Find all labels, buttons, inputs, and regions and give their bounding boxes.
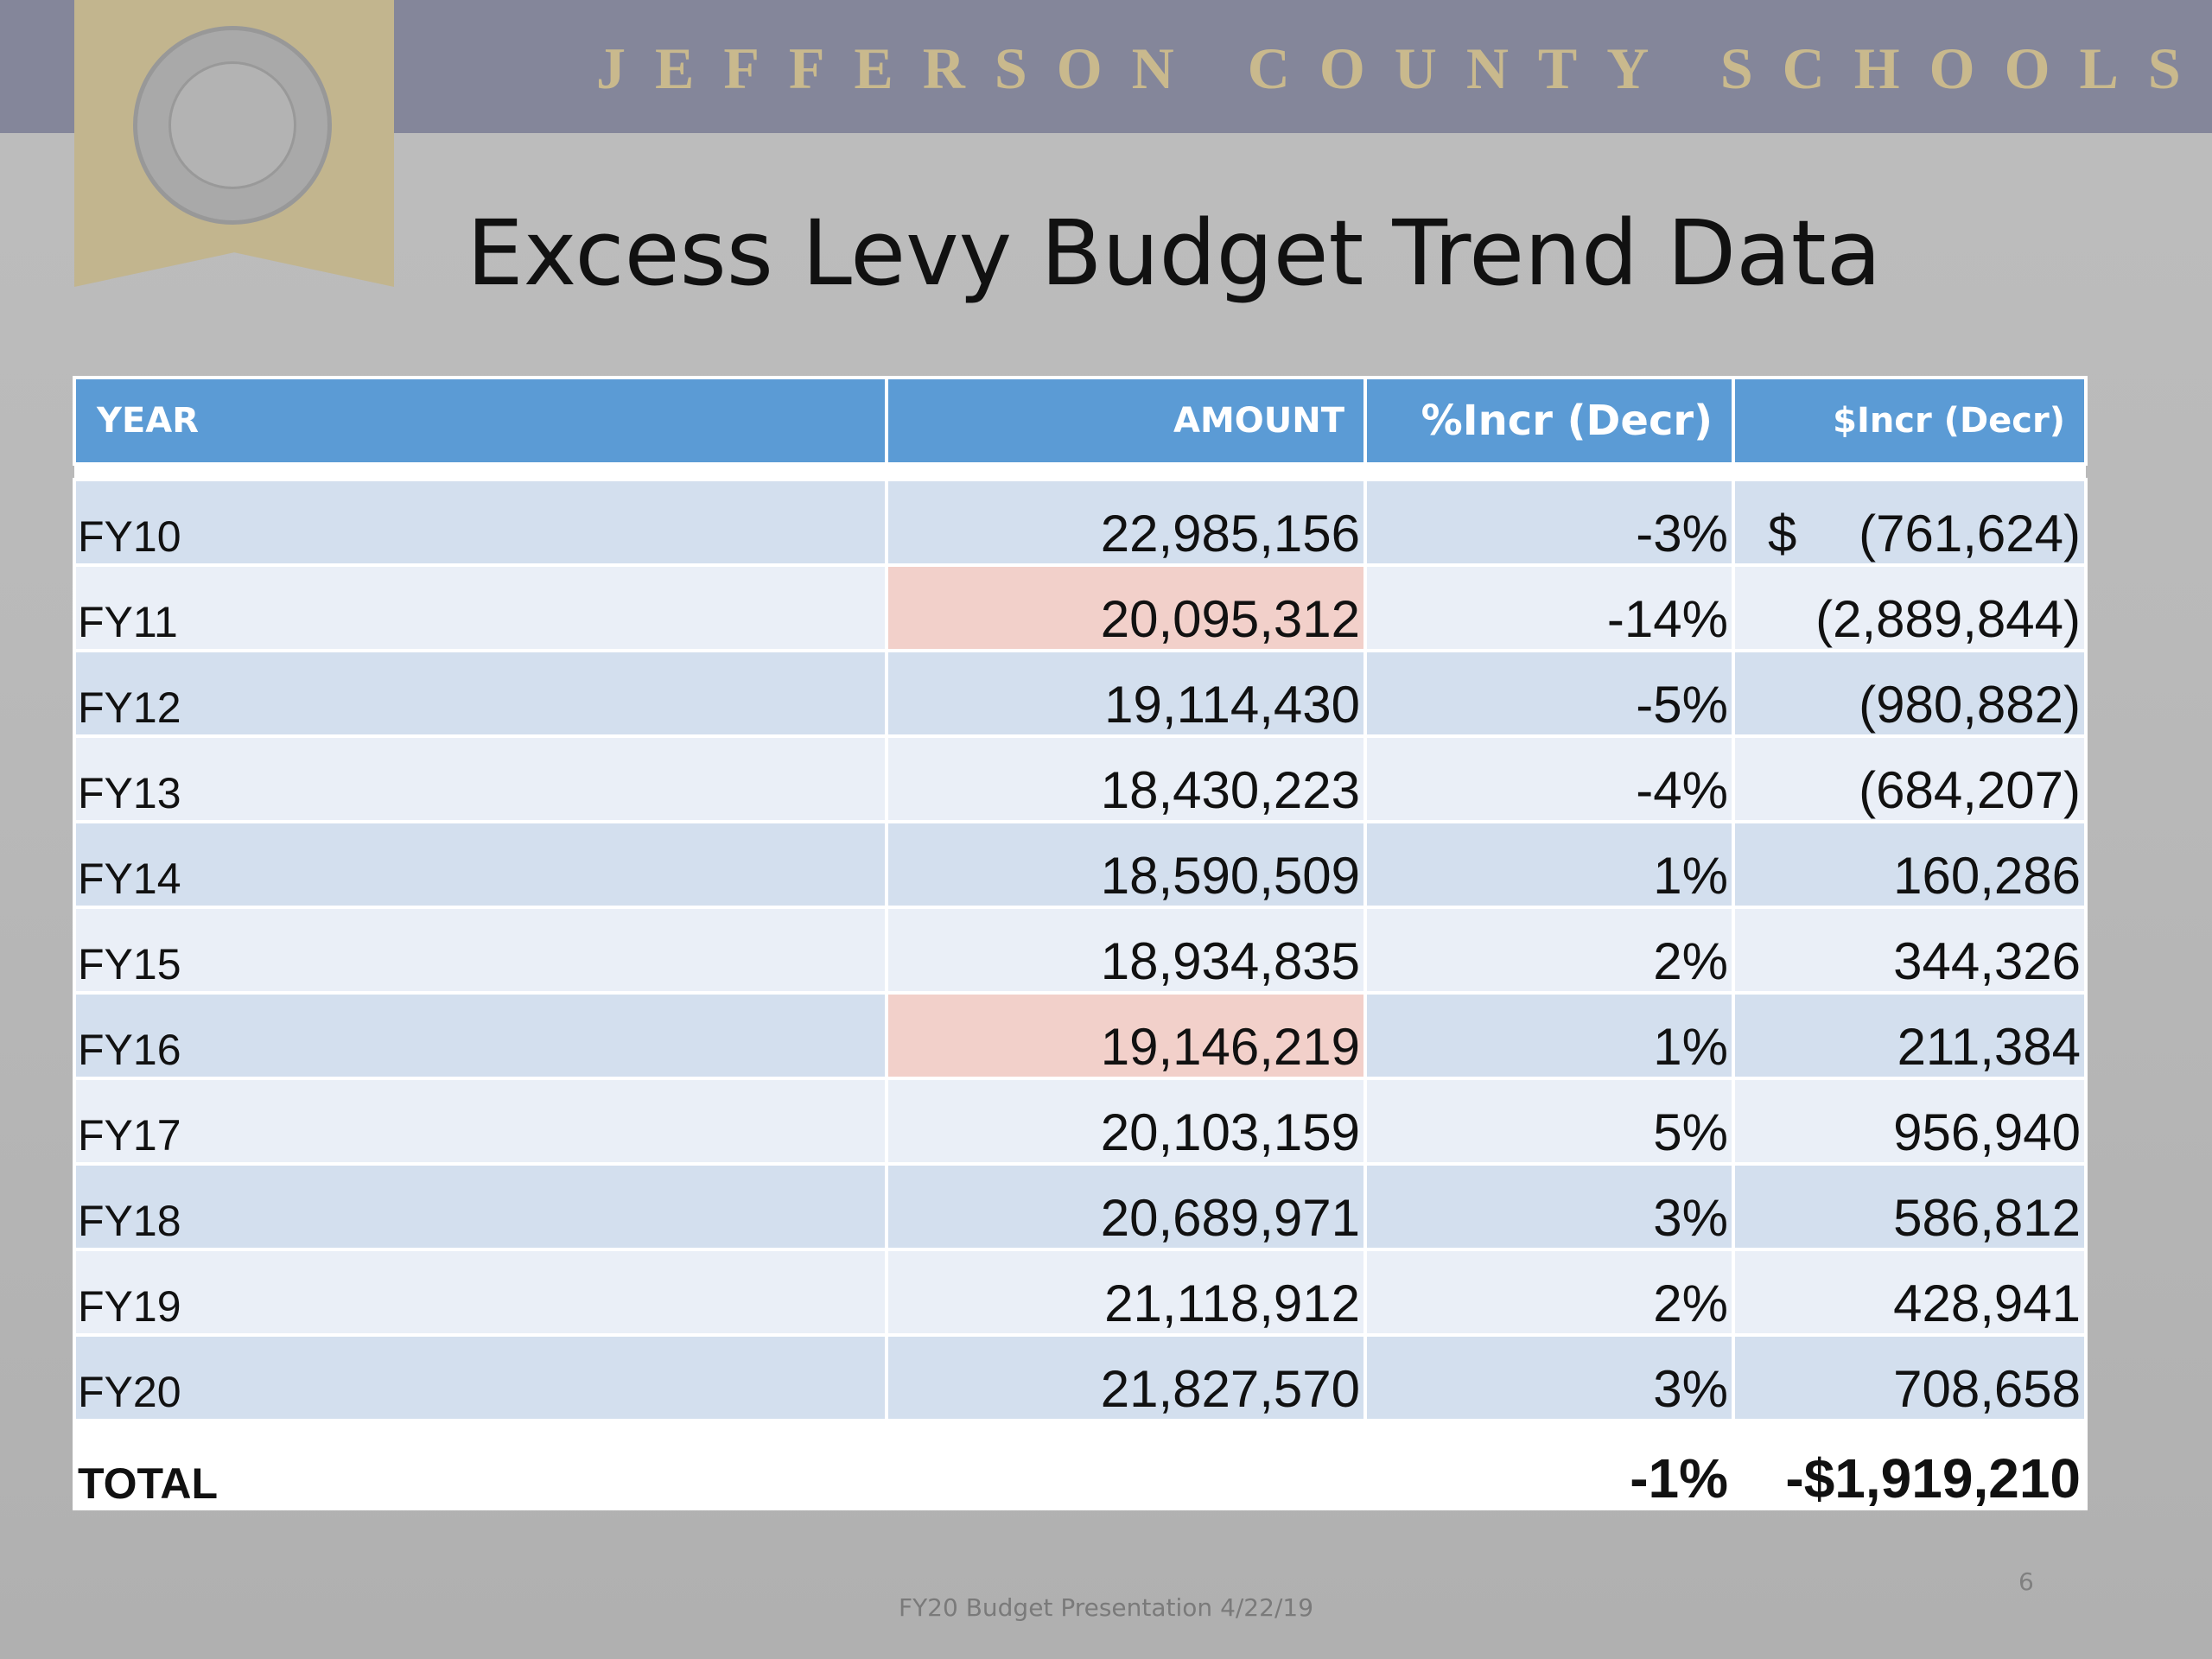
dollar-change-value: 344,326 [1893,932,2081,990]
table-row: FY12 19,114,430 -5% (980,882) [73,649,2088,736]
percent-change-cell: 3% [1363,1162,1735,1249]
table-row: FY19 21,118,912 2% 428,941 [73,1248,2088,1335]
year-cell: FY20 [73,1333,888,1421]
budget-table: YEAR AMOUNT %Incr (Decr) $Incr (Decr) FY… [73,376,2088,1510]
table-row: FY20 21,827,570 3% 708,658 [73,1333,2088,1421]
school-banner-text: JEFFERSON COUNTY SCHOOLS [596,35,2210,101]
table-row: FY13 18,430,223 -4% (684,207) [73,734,2088,822]
year-cell: FY10 [73,478,888,565]
dollar-change-value: 428,941 [1893,1274,2081,1332]
table-row: FY10 22,985,156 -3% $ (761,624) [73,478,2088,565]
percent-change-cell: 5% [1363,1077,1735,1164]
dollar-change-cell: 344,326 [1732,906,2088,993]
percent-change-cell: 2% [1363,1248,1735,1335]
percent-change-cell: 2% [1363,906,1735,993]
column-header-percent-change: %Incr (Decr) [1363,376,1735,466]
percent-change-cell: 1% [1363,991,1735,1078]
dollar-change-cell: (2,889,844) [1732,563,2088,651]
percent-change-cell: -4% [1363,734,1735,822]
table-row: FY15 18,934,835 2% 344,326 [73,906,2088,993]
dollar-change-value: 586,812 [1893,1189,2081,1247]
amount-cell: 18,934,835 [885,906,1367,993]
dollar-change-value: 708,658 [1893,1360,2081,1418]
dollar-change-value: 211,384 [1897,1018,2081,1076]
table-row: FY17 20,103,159 5% 956,940 [73,1077,2088,1164]
year-cell: FY17 [73,1077,888,1164]
table-row: FY11 20,095,312 -14% (2,889,844) [73,563,2088,651]
year-cell: FY19 [73,1248,888,1335]
amount-cell: 18,590,509 [885,820,1367,907]
amount-cell: 19,146,219 [885,991,1367,1078]
dollar-change-value: 160,286 [1893,847,2081,905]
total-percent-change: -1% [1363,1419,1735,1510]
dollar-change-cell: 708,658 [1732,1333,2088,1421]
total-amount-empty [885,1419,1367,1510]
dollar-change-cell: (684,207) [1732,734,2088,822]
amount-cell: 20,095,312 [885,563,1367,651]
spacer-cell [74,464,2086,480]
total-label: TOTAL [73,1419,888,1510]
table-header-row: YEAR AMOUNT %Incr (Decr) $Incr (Decr) [73,376,2088,466]
slide-title: Excess Levy Budget Trend Data [467,200,1882,306]
year-cell: FY16 [73,991,888,1078]
ribbon-banner [74,0,394,287]
percent-change-cell: 3% [1363,1333,1735,1421]
year-cell: FY12 [73,649,888,736]
dollar-change-cell: 211,384 [1732,991,2088,1078]
total-dollar-change: -$1,919,210 [1732,1419,2088,1510]
page-number: 6 [2018,1567,2034,1596]
dollar-change-cell: 428,941 [1732,1248,2088,1335]
dollar-change-value: (980,882) [1859,676,2081,734]
header-spacer-row [74,464,2086,480]
dollar-sign: $ [1768,505,1797,563]
amount-cell: 20,689,971 [885,1162,1367,1249]
amount-cell: 21,827,570 [885,1333,1367,1421]
year-cell: FY11 [73,563,888,651]
dollar-change-cell: $ (761,624) [1732,478,2088,565]
total-row: TOTAL -1% -$1,919,210 [73,1419,2088,1510]
dollar-change-cell: 586,812 [1732,1162,2088,1249]
seal-inner-ring [168,61,296,189]
dollar-change-value: 956,940 [1893,1103,2081,1161]
dollar-change-cell: 956,940 [1732,1077,2088,1164]
percent-change-cell: 1% [1363,820,1735,907]
column-header-year: YEAR [73,376,888,466]
year-cell: FY15 [73,906,888,993]
percent-change-cell: -14% [1363,563,1735,651]
percent-change-cell: -5% [1363,649,1735,736]
percent-change-cell: -3% [1363,478,1735,565]
seal-icon [133,26,332,225]
dollar-change-cell: 160,286 [1732,820,2088,907]
table-row: FY18 20,689,971 3% 586,812 [73,1162,2088,1249]
column-header-dollar-change: $Incr (Decr) [1732,376,2088,466]
table-row: FY16 19,146,219 1% 211,384 [73,991,2088,1078]
amount-cell: 20,103,159 [885,1077,1367,1164]
dollar-change-cell: (980,882) [1732,649,2088,736]
amount-cell: 19,114,430 [885,649,1367,736]
amount-cell: 21,118,912 [885,1248,1367,1335]
year-cell: FY18 [73,1162,888,1249]
dollar-change-value: (2,889,844) [1815,590,2081,648]
column-header-amount: AMOUNT [885,376,1367,466]
amount-cell: 22,985,156 [885,478,1367,565]
year-cell: FY13 [73,734,888,822]
amount-cell: 18,430,223 [885,734,1367,822]
dollar-change-value: (761,624) [1859,505,2081,563]
dollar-change-value: (684,207) [1859,761,2081,819]
table-row: FY14 18,590,509 1% 160,286 [73,820,2088,907]
year-cell: FY14 [73,820,888,907]
footer-text: FY20 Budget Presentation 4/22/19 [898,1593,1314,1622]
